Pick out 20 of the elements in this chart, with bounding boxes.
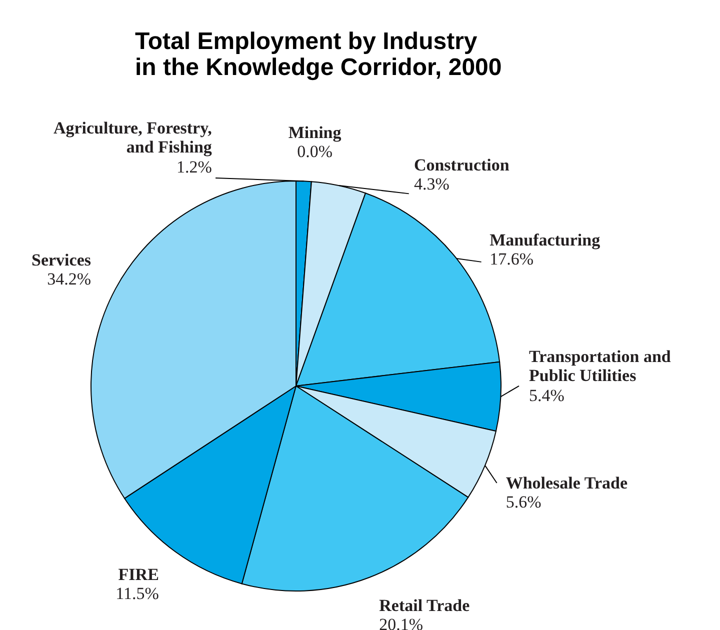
data-label: 5.6% <box>506 492 542 512</box>
slice-label: Agriculture, Forestry, and Fishing <box>53 118 212 157</box>
text: in the Knowledge Corridor, 2000 <box>135 54 502 81</box>
data-label: 1.2% <box>176 158 212 177</box>
slice-label: Retail Trade <box>379 596 470 615</box>
text: 0.0% <box>297 142 333 161</box>
slice-label: Services <box>32 250 92 270</box>
slice-label: Construction <box>414 156 510 175</box>
data-label: 17.6% <box>490 250 534 269</box>
slice-label: Wholesale Trade <box>506 474 628 493</box>
slice-label: Transportation and Public Utilities <box>529 346 672 385</box>
data-label: 20.1% <box>379 614 424 630</box>
data-label: 11.5% <box>116 584 159 604</box>
slice-label: Manufacturing <box>490 230 601 250</box>
data-label: 34.2% <box>47 270 91 289</box>
slice-label: FIRE <box>118 565 159 584</box>
category-label: Mining <box>288 122 342 142</box>
data-label: 4.3% <box>414 174 450 194</box>
data-label: 5.4% <box>529 386 564 405</box>
text: Total Employment by Industry <box>135 28 478 55</box>
